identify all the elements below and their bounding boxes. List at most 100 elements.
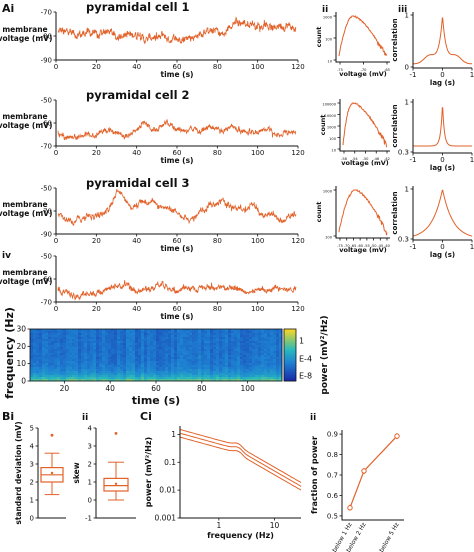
heatmap-cell <box>189 373 193 376</box>
heatmap-cell <box>273 347 277 350</box>
heatmap-cell <box>222 333 226 336</box>
heatmap-cell <box>195 335 199 338</box>
heatmap-cell <box>96 369 100 372</box>
heatmap-cell <box>225 345 229 348</box>
heatmap-cell <box>69 329 73 332</box>
heatmap-cell <box>168 331 172 334</box>
heatmap-cell <box>198 345 202 348</box>
heatmap-cell <box>189 347 193 350</box>
y-tick-label: 1 <box>30 497 34 505</box>
heatmap-cell <box>78 373 82 376</box>
y-tick-label: 4 <box>88 425 93 433</box>
heatmap-cell <box>141 329 145 332</box>
heatmap-cell <box>93 377 97 380</box>
heatmap-cell <box>252 341 256 344</box>
heatmap-cell <box>138 375 142 378</box>
heatmap-cell <box>258 367 262 370</box>
heatmap-cell <box>186 363 190 366</box>
heatmap-cell <box>90 379 94 382</box>
colorbar-cell <box>284 341 296 344</box>
heatmap-cell <box>159 331 163 334</box>
heatmap-cell <box>135 351 139 354</box>
heatmap-cell <box>267 343 271 346</box>
heatmap-cell <box>186 335 190 338</box>
heatmap-cell <box>201 335 205 338</box>
heatmap-cell <box>174 333 178 336</box>
axes <box>55 100 298 147</box>
heatmap-cell <box>93 365 97 368</box>
heatmap-cell <box>126 367 130 370</box>
heatmap-cell <box>168 365 172 368</box>
heatmap-cell <box>246 371 250 374</box>
heatmap-cell <box>129 341 133 344</box>
heatmap-cell <box>66 359 70 362</box>
heatmap-cell <box>93 353 97 356</box>
heatmap-cell <box>189 363 193 366</box>
heatmap-cell <box>222 355 226 358</box>
x-axis-label: voltage (mV) <box>341 159 389 167</box>
heatmap-cell <box>180 373 184 376</box>
heatmap-cell <box>81 375 85 378</box>
heatmap-cell <box>102 379 106 382</box>
colorbar-cell <box>284 360 296 363</box>
x-tick-label: 80 <box>213 305 222 313</box>
heatmap-cell <box>228 371 232 374</box>
heatmap-cell <box>213 333 217 336</box>
heatmap-cell <box>33 349 37 352</box>
heatmap-cell <box>192 363 196 366</box>
heatmap-cell <box>147 349 151 352</box>
heatmap-cell <box>123 329 127 332</box>
heatmap-cell <box>264 333 268 336</box>
heatmap-cell <box>87 343 91 346</box>
heatmap-cell <box>81 377 85 380</box>
heatmap-cell <box>198 353 202 356</box>
heatmap-cell <box>57 375 61 378</box>
heatmap-cell <box>93 361 97 364</box>
x-tick-label: -70 <box>361 68 368 72</box>
heatmap-cell <box>99 369 103 372</box>
heatmap-cell <box>177 345 181 348</box>
heatmap-cell <box>216 349 220 352</box>
heatmap-cell <box>138 371 142 374</box>
heatmap-cell <box>60 349 64 352</box>
heatmap-cell <box>183 365 187 368</box>
heatmap-cell <box>231 345 235 348</box>
heatmap-cell <box>33 351 37 354</box>
heatmap-cell <box>30 335 34 338</box>
heatmap-cell <box>60 371 64 374</box>
heatmap-cell <box>171 335 175 338</box>
heatmap-cell <box>138 331 142 334</box>
heatmap-cell <box>135 331 139 334</box>
heatmap-cell <box>186 351 190 354</box>
heatmap-cell <box>54 333 58 336</box>
heatmap-cell <box>57 343 61 346</box>
heatmap-cell <box>57 369 61 372</box>
heatmap-cell <box>258 331 262 334</box>
heatmap-cell <box>156 347 160 350</box>
y-tick-label: 0 <box>21 377 26 386</box>
heatmap-cell <box>204 345 208 348</box>
heatmap-cell <box>69 343 73 346</box>
heatmap-cell <box>198 361 202 364</box>
heatmap-cell <box>150 367 154 370</box>
heatmap-cell <box>156 371 160 374</box>
heatmap-cell <box>225 373 229 376</box>
heatmap-cell <box>258 377 262 380</box>
heatmap-cell <box>240 353 244 356</box>
y-tick-label: 4 <box>30 443 35 451</box>
heatmap-cell <box>69 375 73 378</box>
box-outlier <box>114 432 118 435</box>
heatmap-cell <box>225 339 229 342</box>
heatmap-cell <box>66 367 70 370</box>
heatmap-cell <box>54 349 58 352</box>
heatmap-cell <box>42 333 46 336</box>
heatmap-cell <box>141 359 145 362</box>
heatmap-cell <box>66 347 70 350</box>
heatmap-cell <box>132 375 136 378</box>
y-tick-label: -60 <box>41 276 52 284</box>
heatmap-cell <box>102 341 106 344</box>
heatmap-cell <box>111 371 115 374</box>
heatmap-cell <box>201 343 205 346</box>
heatmap-cell <box>78 361 82 364</box>
